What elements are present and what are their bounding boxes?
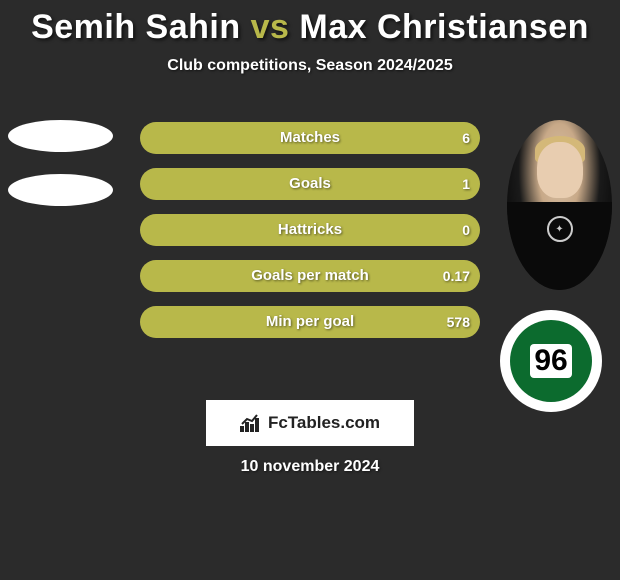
stat-label: Goals	[140, 168, 480, 200]
placeholder-ellipse	[8, 174, 113, 206]
stat-label: Hattricks	[140, 214, 480, 246]
stat-label: Goals per match	[140, 260, 480, 292]
team-badge-inner: 96	[510, 320, 592, 402]
title-vs: vs	[251, 8, 290, 46]
avatar-head	[537, 142, 583, 198]
stat-row: Hattricks0	[140, 214, 480, 246]
stat-row: Goals per match0.17	[140, 260, 480, 292]
date-text: 10 november 2024	[0, 458, 620, 476]
shirt-logo-icon: ✦	[547, 216, 573, 242]
subtitle: Club competitions, Season 2024/2025	[0, 57, 620, 75]
title-player1: Semih Sahin	[31, 8, 241, 46]
team-badge-text: 96	[530, 344, 571, 378]
title-player2: Max Christiansen	[299, 8, 589, 46]
stat-value-right: 0	[462, 214, 470, 246]
placeholder-ellipse	[8, 120, 113, 152]
stat-label: Min per goal	[140, 306, 480, 338]
stat-row: Goals1	[140, 168, 480, 200]
stat-value-right: 6	[462, 122, 470, 154]
brand-text: FcTables.com	[268, 413, 380, 433]
stat-value-right: 1	[462, 168, 470, 200]
brand-box: FcTables.com	[206, 400, 414, 446]
stat-row: Min per goal578	[140, 306, 480, 338]
stats-chart: Matches6Goals1Hattricks0Goals per match0…	[140, 122, 480, 352]
stat-value-right: 578	[447, 306, 470, 338]
team-right-badge: 96	[500, 310, 602, 412]
team-badge: 96	[500, 310, 602, 412]
player-left-avatar	[8, 120, 113, 228]
page-title: Semih Sahin vs Max Christiansen	[0, 0, 620, 47]
stat-value-right: 0.17	[443, 260, 470, 292]
stat-row: Matches6	[140, 122, 480, 154]
avatar-image: ✦	[507, 120, 612, 290]
brand-chart-icon	[240, 414, 262, 432]
player-right-avatar: ✦	[507, 120, 612, 290]
stat-label: Matches	[140, 122, 480, 154]
